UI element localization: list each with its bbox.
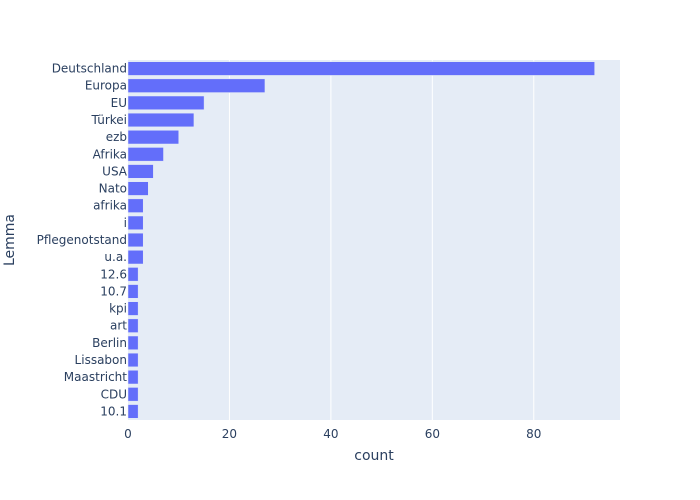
bar [127,301,139,316]
y-axis-ticks: Deutschland Europa EU Türkei ezb Afrika USA Nat… [37,62,128,419]
bar [127,352,139,368]
y-tick-label: Lissabon [75,353,127,367]
y-tick-label: ezb [106,130,127,144]
bars [127,61,595,419]
y-tick-label: Pflegenotstand [37,233,127,247]
y-tick-label: afrika [93,199,127,213]
bar [127,147,164,162]
y-tick-label: 10.7 [100,284,127,298]
x-tick-label: 0 [124,427,132,441]
bar [127,250,144,265]
bar [127,78,266,93]
bar [127,232,144,248]
y-tick-label: u.a. [104,250,127,264]
y-tick-label: USA [102,164,128,178]
y-tick-label: EU [111,96,127,110]
y-tick-label: kpi [109,302,127,316]
bar [127,61,595,76]
y-tick-label: 12.6 [100,267,127,281]
bar [127,112,195,128]
x-axis-ticks: 0 20 40 60 80 [124,427,541,441]
bar [127,335,139,350]
x-tick-label: 40 [323,427,338,441]
y-tick-label: CDU [101,387,127,401]
bar [127,370,139,385]
y-axis-title: Lemma [2,214,18,266]
y-tick-label: Europa [85,79,127,93]
y-tick-label: art [110,319,127,333]
bar [127,181,149,196]
bar [127,198,144,213]
y-tick-label: Nato [99,182,127,196]
bar [127,284,139,299]
bar [127,164,154,179]
x-tick-label: 20 [222,427,237,441]
bar [127,404,139,419]
bar [127,215,144,230]
x-tick-label: 80 [526,427,541,441]
bar [127,267,139,282]
y-tick-label: Afrika [93,147,127,161]
y-tick-label: i [124,216,127,230]
x-tick-label: 60 [425,427,440,441]
y-tick-label: Maastricht [64,370,127,384]
y-tick-label: Deutschland [52,62,127,76]
gridlines [228,60,535,420]
x-axis-title: count [354,448,394,464]
y-tick-label: Türkei [91,113,127,127]
y-tick-label: 10.1 [100,404,127,418]
bar [127,95,205,110]
bar [127,318,139,333]
y-tick-label: Berlin [92,336,127,350]
bar [127,387,139,402]
plot-area [128,60,620,420]
bar [127,130,179,145]
